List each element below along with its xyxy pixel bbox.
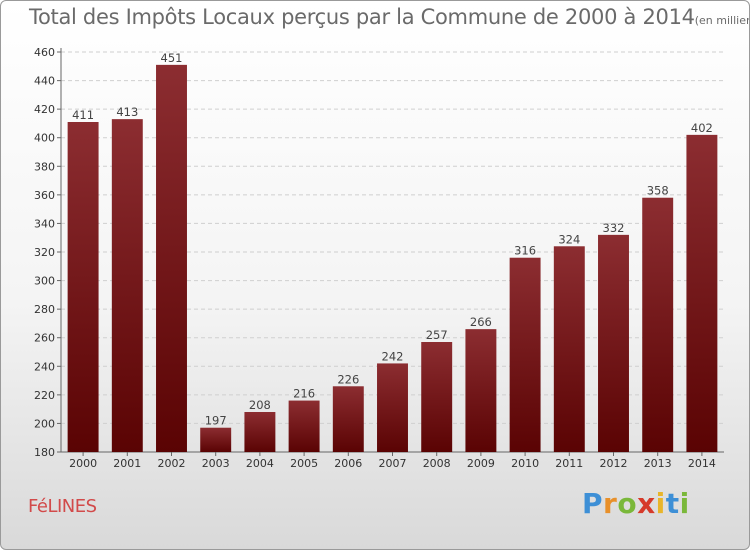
bar-value-label: 451 [161,51,183,65]
bar-value-label: 257 [426,328,448,342]
y-tick-label: 440 [34,75,55,88]
labels: 180 200 220 240 260 280 300 320 340 360 380 400 420 4… [34,46,716,470]
x-tick-label: 2003 [202,457,230,470]
x-tick-label: 2011 [555,457,583,470]
y-tick-label: 360 [34,189,55,202]
bar [288,400,320,452]
bar-value-label: 266 [470,315,492,329]
y-tick-label: 220 [34,389,55,402]
bar-value-label: 242 [382,349,404,363]
logo-letter: x [637,487,656,520]
logo-letter: i [679,487,690,520]
bar [156,64,187,452]
x-tick-label: 2004 [246,457,274,470]
bars [67,64,718,453]
y-tick-label: 300 [34,275,55,288]
bar [67,122,99,452]
y-tick-label: 420 [34,103,55,116]
x-tick-label: 2009 [467,457,495,470]
x-tick-label: 2008 [423,457,451,470]
y-tick-label: 280 [34,303,55,316]
bar [244,412,276,452]
x-tick-label: 2005 [290,457,318,470]
bar-value-label: 208 [249,398,271,412]
y-tick-label: 180 [34,446,55,459]
y-tick-label: 320 [34,246,55,259]
x-tick-label: 2013 [644,457,672,470]
x-tick-label: 2007 [379,457,407,470]
y-tick-label: 380 [34,160,55,173]
bar-value-label: 316 [514,244,536,258]
bar [111,119,143,453]
bar-value-label: 332 [603,221,625,235]
commune-name: FéLINES [28,496,97,517]
x-tick-label: 2010 [511,457,539,470]
x-tick-label: 2001 [113,457,141,470]
bar-value-label: 226 [337,372,359,386]
bar [421,342,453,452]
logo-letter: t [665,487,680,520]
bar [598,234,629,452]
logo-letter: r [603,487,618,520]
bar [465,329,497,452]
logo-letter: o [617,487,638,520]
bar-value-label: 358 [647,184,669,198]
bar [553,246,585,452]
bar-value-label: 197 [205,414,227,428]
bar-value-label: 216 [293,387,315,401]
title-unit: (en milliers d'€) [694,14,749,27]
y-tick-label: 200 [34,417,55,430]
x-tick-label: 2012 [600,457,628,470]
bar-value-label: 413 [116,105,138,119]
y-tick-label: 340 [34,217,55,230]
bar [332,386,364,452]
x-tick-label: 2000 [69,457,97,470]
bar-value-label: 411 [72,108,94,122]
bar [509,257,541,452]
y-tick-label: 240 [34,360,55,373]
bar [200,427,232,452]
y-tick-label: 460 [34,46,55,59]
x-tick-label: 2006 [334,457,362,470]
bar-value-label: 324 [558,232,580,246]
bar-value-label: 402 [691,121,713,135]
bar [642,197,674,452]
proxiti-logo: Proxiti [582,487,690,520]
title-text: Total des Impôts Locaux perçus par la Co… [29,5,695,29]
logo-letter: P [582,487,604,520]
bar [377,363,408,452]
x-tick-label: 2014 [688,457,716,470]
x-tick-label: 2002 [158,457,186,470]
y-tick-label: 400 [34,132,55,145]
chart-title: Total des Impôts Locaux perçus par la Co… [29,5,749,29]
y-tick-label: 260 [34,332,55,345]
logo-letter: i [655,487,666,520]
bar [686,134,718,452]
